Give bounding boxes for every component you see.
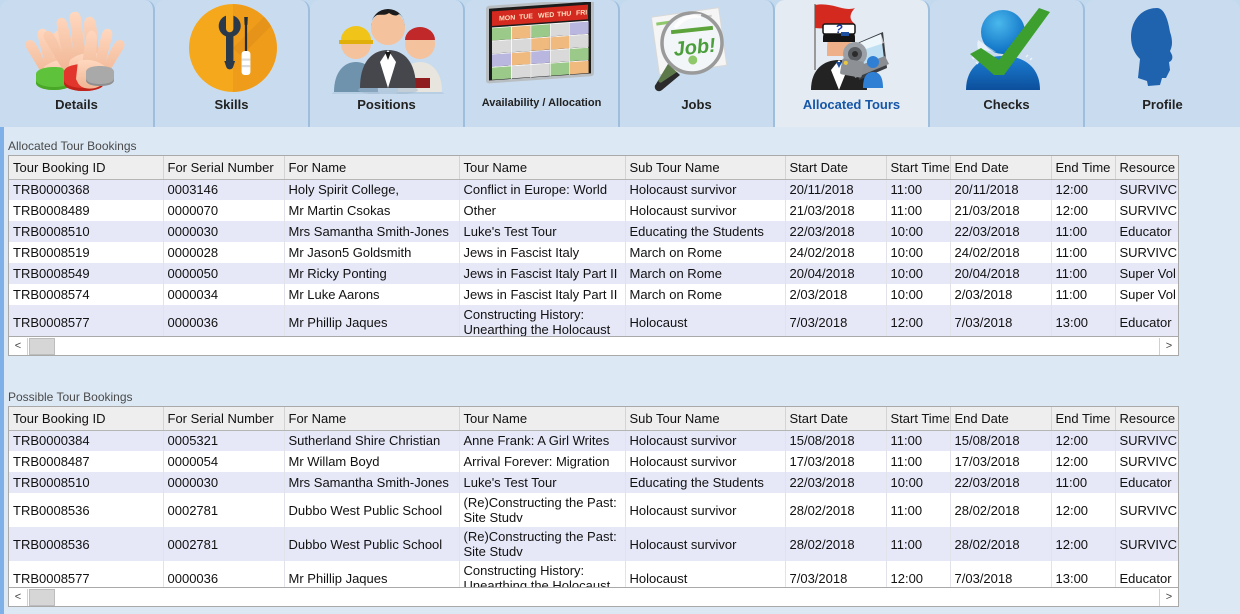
svg-text:MON: MON [499, 15, 515, 23]
svg-text:TUE: TUE [519, 13, 533, 21]
svg-text:THU: THU [557, 11, 571, 19]
svg-text:FRI: FRI [576, 10, 587, 18]
svg-text:WED: WED [538, 12, 554, 20]
